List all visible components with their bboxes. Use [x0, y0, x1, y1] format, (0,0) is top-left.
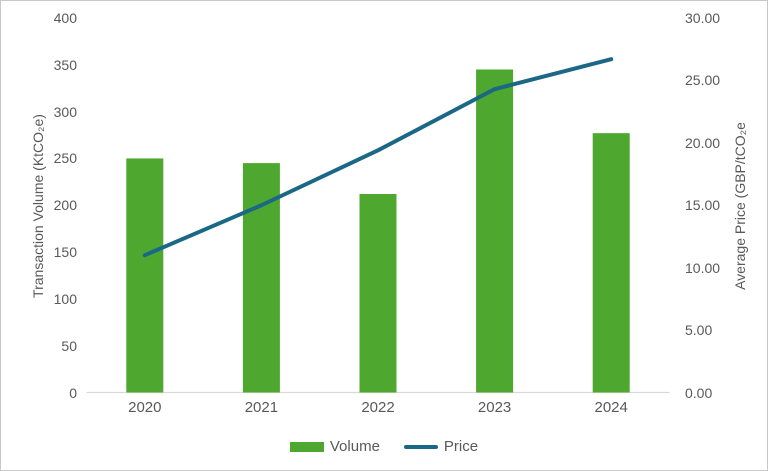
right-axis-tick: 20.00 — [685, 134, 721, 151]
legend-item-volume: Volume — [289, 438, 380, 455]
bar-2020 — [126, 158, 164, 393]
right-axis-tick: 0.00 — [685, 384, 713, 401]
left-axis-ticks: 0 50 100 150 200 250 300 350 400 — [1, 1, 77, 470]
bar-2023 — [476, 69, 514, 393]
bar-2024 — [592, 133, 630, 393]
left-axis-tick: 150 — [53, 244, 77, 261]
right-axis-tick: 30.00 — [685, 10, 721, 26]
right-axis-ticks: 0.00 5.00 10.00 15.00 20.00 25.00 30.00 — [685, 1, 765, 470]
legend-item-price: Price — [403, 438, 479, 455]
left-axis-tick: 400 — [53, 10, 77, 26]
x-axis-label-2023: 2023 — [477, 399, 512, 416]
x-axis-label-2020: 2020 — [128, 399, 162, 416]
left-axis-tick: 300 — [53, 103, 77, 120]
left-axis-tick: 350 — [53, 56, 77, 73]
x-axis-label-2021: 2021 — [244, 399, 279, 416]
bar-2022 — [359, 194, 397, 393]
left-axis-tick: 50 — [61, 337, 77, 354]
legend-label-volume: Volume — [329, 438, 380, 455]
right-axis-tick: 5.00 — [685, 322, 713, 339]
right-axis-tick: 25.00 — [685, 72, 721, 89]
price-line — [142, 57, 614, 258]
volume-bar-swatch-icon — [289, 441, 324, 452]
x-axis-label-2022: 2022 — [361, 399, 395, 416]
left-axis-tick: 200 — [53, 197, 77, 214]
price-line-swatch-icon — [403, 444, 438, 449]
left-axis-tick: 250 — [53, 150, 77, 167]
right-axis-tick: 10.00 — [685, 259, 721, 276]
legend-label-price: Price — [443, 438, 479, 455]
legend: Volume Price — [1, 439, 767, 454]
right-axis-tick: 15.00 — [685, 197, 721, 214]
x-axis-label-2024: 2024 — [594, 399, 628, 416]
left-axis-tick: 100 — [53, 290, 77, 307]
left-axis-tick: 0 — [69, 384, 77, 401]
